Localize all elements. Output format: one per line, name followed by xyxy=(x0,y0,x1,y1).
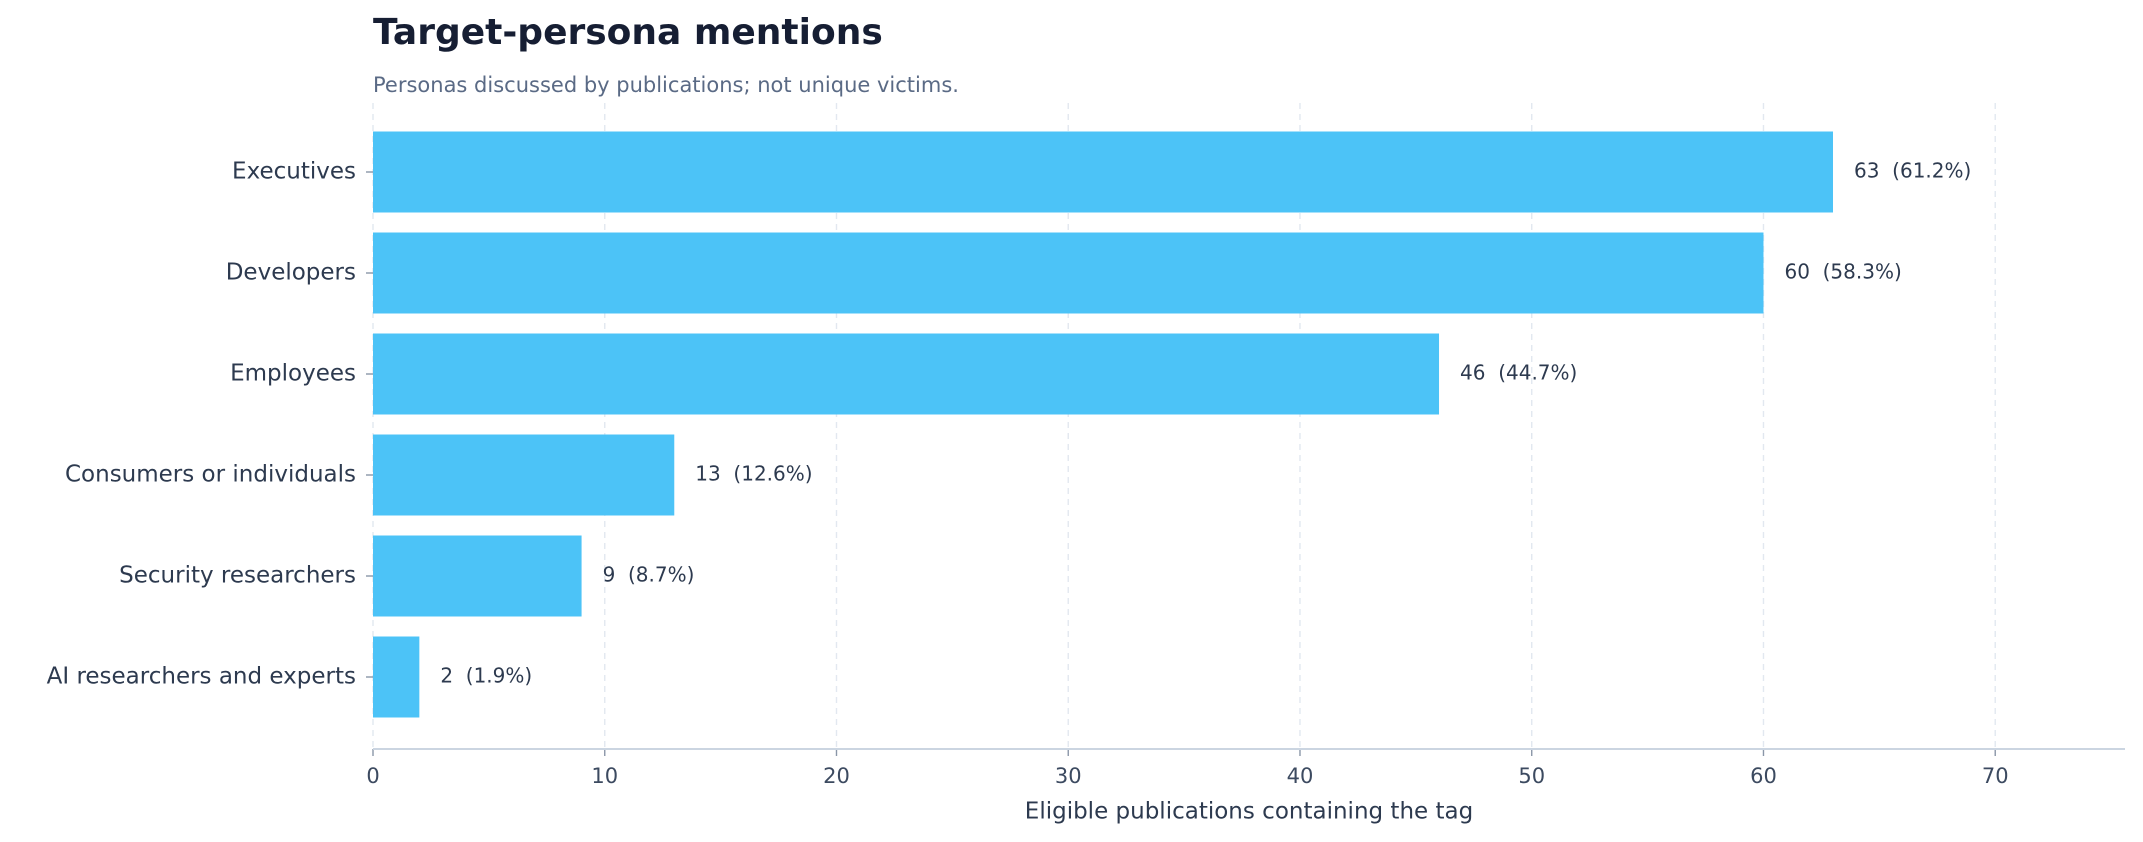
x-tick-label: 40 xyxy=(1287,764,1314,788)
chart-title: Target-persona mentions xyxy=(373,12,883,53)
value-label: 63 (61.2%) xyxy=(1854,159,1971,183)
x-tick-label: 0 xyxy=(366,764,379,788)
x-tick-label: 30 xyxy=(1055,764,1082,788)
x-axis-label: Eligible publications containing the tag xyxy=(1025,799,1473,825)
y-tick-label: Executives xyxy=(232,159,356,185)
y-tick-label: Developers xyxy=(226,260,356,286)
value-label: 46 (44.7%) xyxy=(1460,361,1577,385)
value-label: 13 (12.6%) xyxy=(695,462,812,486)
bar xyxy=(373,434,675,516)
bar xyxy=(373,636,420,718)
bar xyxy=(373,333,1440,415)
bar xyxy=(373,232,1764,314)
bar xyxy=(373,535,582,617)
value-label: 2 (1.9%) xyxy=(440,664,532,688)
x-tick-label: 60 xyxy=(1750,764,1777,788)
value-label: 9 (8.7%) xyxy=(603,563,695,587)
x-tick-label: 70 xyxy=(1982,764,2009,788)
value-label: 60 (58.3%) xyxy=(1784,260,1901,284)
bar xyxy=(373,131,1833,213)
y-tick-label: Security researchers xyxy=(119,563,356,589)
y-tick-label: Consumers or individuals xyxy=(65,462,356,488)
chart-subtitle: Personas discussed by publications; not … xyxy=(373,73,959,97)
x-tick-label: 50 xyxy=(1518,764,1545,788)
y-tick-label: AI researchers and experts xyxy=(47,664,356,690)
x-tick-label: 10 xyxy=(591,764,618,788)
y-tick-label: Employees xyxy=(230,361,356,387)
x-tick-label: 20 xyxy=(823,764,850,788)
